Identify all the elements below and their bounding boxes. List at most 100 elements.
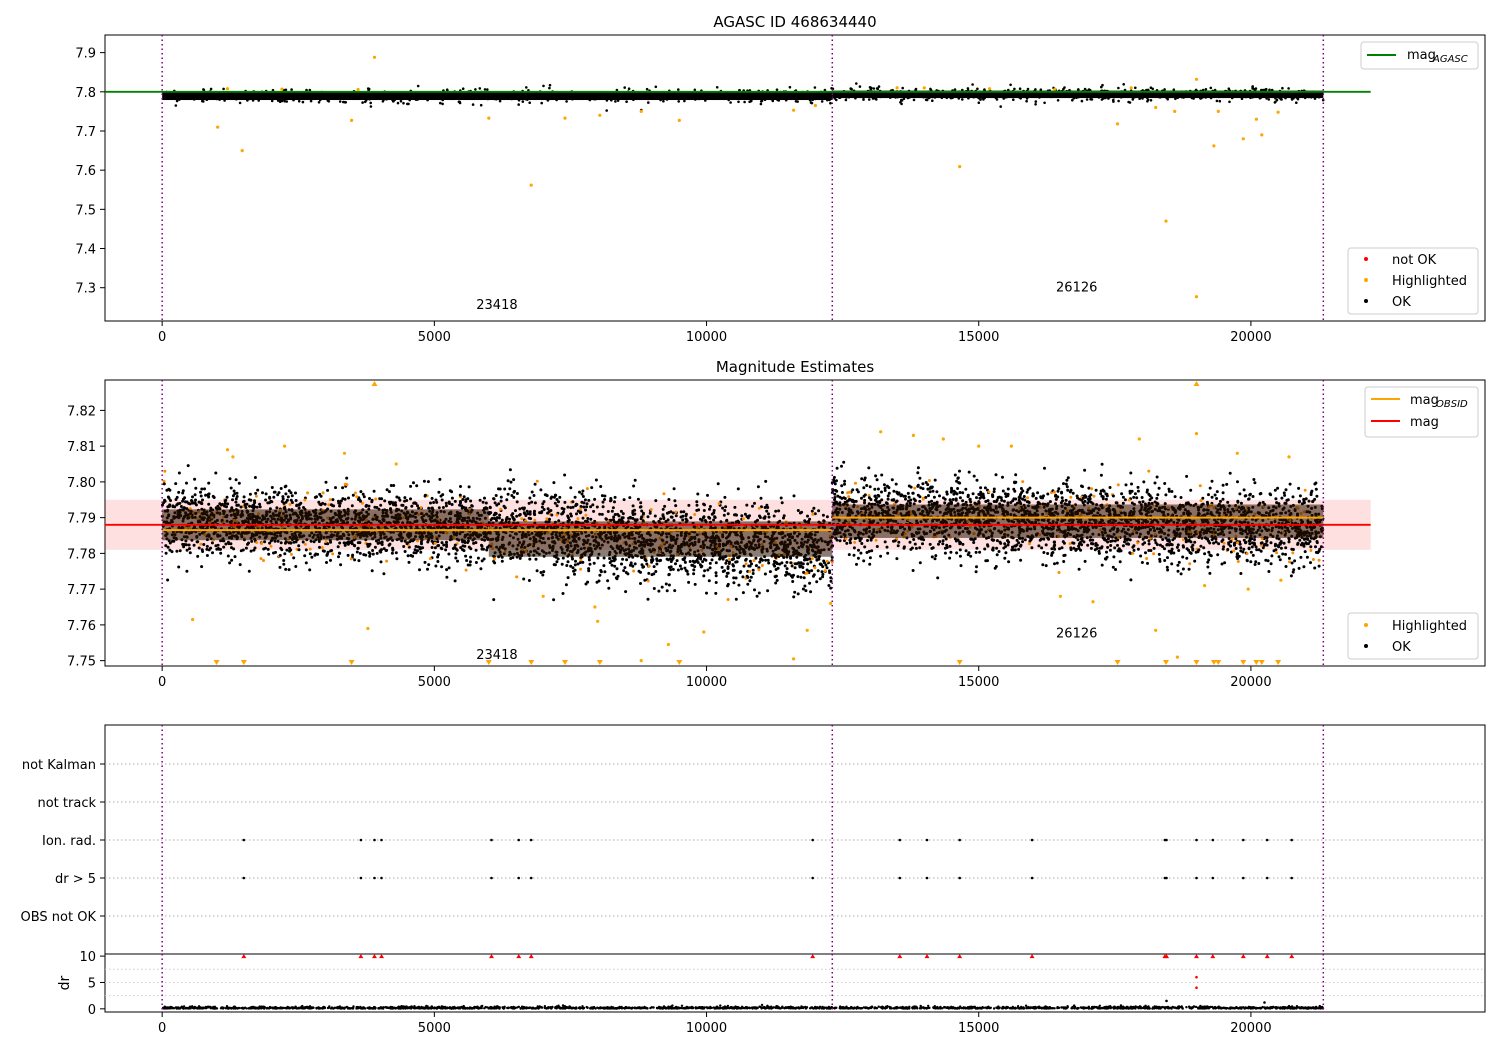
agasc-ok-point xyxy=(1138,94,1141,98)
magnitude-ok-point xyxy=(498,513,502,517)
magnitude-ok-point xyxy=(555,513,559,517)
magnitude-ok-point xyxy=(258,502,262,506)
magnitude-ok-point xyxy=(598,512,602,516)
magnitude-ok-point xyxy=(432,501,436,504)
agasc-ok-point xyxy=(868,95,872,99)
magnitude-ok-point xyxy=(171,504,175,508)
agasc-ok-point xyxy=(901,86,904,90)
magnitude-ok-point xyxy=(255,505,259,509)
magnitude-ok-point xyxy=(633,508,637,512)
magnitude-ok-point xyxy=(282,562,286,566)
magnitude-ok-point xyxy=(175,549,179,553)
agasc-ok-point xyxy=(931,99,934,102)
agasc-ok-point xyxy=(393,92,397,95)
agasc-ok-point xyxy=(1268,88,1271,92)
magnitude-ok-point xyxy=(673,499,677,503)
agasc-xtick-label: 5000 xyxy=(418,330,451,345)
agasc-ok-point xyxy=(1025,94,1028,97)
agasc-ok-point xyxy=(1288,95,1292,98)
agasc-ok-point xyxy=(325,97,329,101)
magnitude-ok-point xyxy=(347,496,350,500)
agasc-ok-point xyxy=(625,100,628,103)
magnitude-ok-point xyxy=(702,574,706,578)
magnitude-ok-point xyxy=(444,504,448,508)
magnitude-ok-point xyxy=(303,542,307,546)
agasc-ok-point xyxy=(587,97,591,101)
magnitude-ok-point xyxy=(166,545,170,549)
agasc-ok-point xyxy=(656,92,659,96)
magnitude-ok-point xyxy=(379,560,383,564)
magnitude-ok-point xyxy=(735,513,738,517)
agasc-obs-label: 26126 xyxy=(1056,281,1097,296)
magnitude-ok-point xyxy=(584,508,587,512)
magnitude-ok-point xyxy=(260,542,264,545)
agasc-ok-point xyxy=(583,95,587,99)
agasc-ok-point xyxy=(289,97,292,100)
agasc-ok-point xyxy=(645,96,648,100)
agasc-ok-point xyxy=(751,93,754,97)
magnitude-ok-point xyxy=(167,487,171,491)
agasc-ok-point xyxy=(1311,92,1315,96)
magnitude-ok-point xyxy=(702,515,706,519)
magnitude-ok-point xyxy=(806,514,809,518)
magnitude-ok-point xyxy=(444,548,448,552)
magnitude-ok-point xyxy=(423,493,427,497)
magnitude-ok-point xyxy=(191,495,194,499)
magnitude-ok-point xyxy=(436,540,440,544)
agasc-ok-point xyxy=(828,98,831,102)
magnitude-ok-point xyxy=(264,492,268,496)
agasc-ok-point xyxy=(416,97,420,101)
agasc-ok-point xyxy=(813,86,817,89)
magnitude-ok-point xyxy=(349,557,353,561)
magnitude-ok-point xyxy=(662,516,666,519)
agasc-ok-point xyxy=(1151,87,1154,91)
magnitude-ok-point xyxy=(262,547,266,551)
magnitude-ok-point xyxy=(506,492,510,496)
agasc-ok-point xyxy=(1017,94,1021,98)
agasc-ok-point xyxy=(1084,92,1088,95)
agasc-ok-point xyxy=(363,93,367,97)
agasc-ok-point xyxy=(222,87,225,91)
magnitude-ok-point xyxy=(789,561,793,565)
magnitude-ok-point xyxy=(508,487,512,491)
agasc-ok-point xyxy=(966,87,970,90)
magnitude-ok-point xyxy=(223,502,227,505)
magnitude-ok-point xyxy=(808,581,812,585)
magnitude-ok-point xyxy=(573,568,577,572)
agasc-ok-point xyxy=(929,93,933,97)
agasc-ok-point xyxy=(971,83,974,86)
magnitude-ok-point xyxy=(614,576,618,580)
magnitude-ok-point xyxy=(177,490,181,494)
magnitude-ok-point xyxy=(821,572,825,576)
agasc-ok-point xyxy=(358,93,361,96)
agasc-ok-point xyxy=(647,101,650,104)
magnitude-ok-point xyxy=(750,562,753,566)
agasc-ok-point xyxy=(1090,98,1094,101)
agasc-ok-point xyxy=(1313,97,1317,100)
agasc-ok-point xyxy=(616,92,619,95)
magnitude-ok-point xyxy=(267,552,271,556)
agasc-ok-point xyxy=(826,98,829,102)
magnitude-ok-point xyxy=(184,539,188,543)
agasc-ok-point xyxy=(743,100,746,104)
agasc-ok-point xyxy=(736,95,740,98)
magnitude-ok-point xyxy=(744,558,748,562)
magnitude-ok-point xyxy=(184,500,187,504)
magnitude-ok-point xyxy=(178,549,182,553)
magnitude-ok-point xyxy=(561,592,565,595)
magnitude-ok-point xyxy=(336,545,340,549)
agasc-ok-point xyxy=(312,96,315,99)
magnitude-ok-point xyxy=(194,498,197,502)
agasc-ok-point xyxy=(577,93,581,97)
agasc-ok-point xyxy=(1150,95,1154,98)
agasc-legend-entry: not OK xyxy=(1392,253,1437,268)
magnitude-ok-point xyxy=(825,566,829,570)
agasc-ok-point xyxy=(823,88,827,92)
agasc-ok-point xyxy=(1213,88,1217,92)
magnitude-ok-point xyxy=(566,514,570,518)
agasc-ok-point xyxy=(1274,94,1277,97)
magnitude-ok-point xyxy=(228,477,232,481)
agasc-ok-point xyxy=(1045,92,1049,96)
magnitude-ok-point xyxy=(627,516,631,520)
